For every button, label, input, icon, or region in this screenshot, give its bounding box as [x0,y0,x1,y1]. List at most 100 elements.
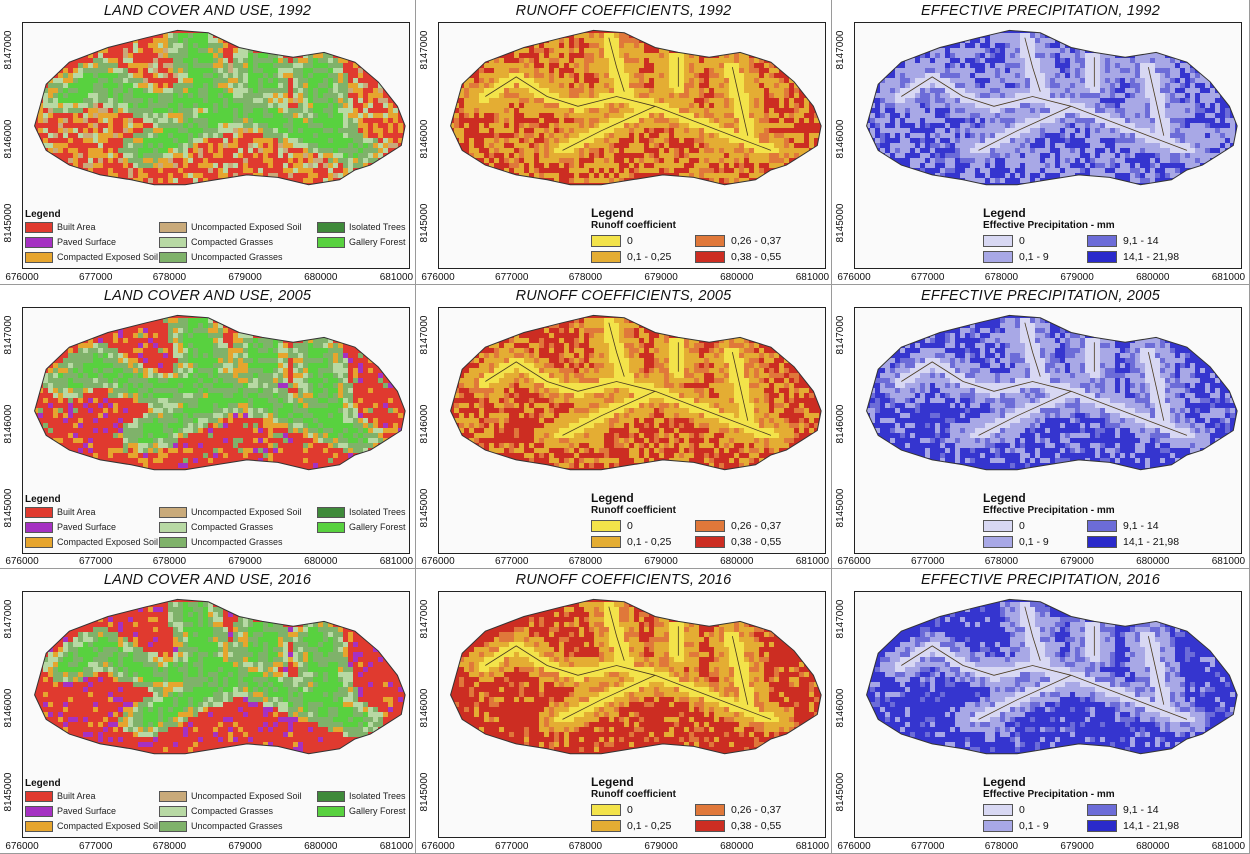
river-line [1147,67,1165,136]
x-tick-label: 679000 [1060,841,1094,852]
legend-subtitle: Runoff coefficient [591,789,676,800]
legend-item: 0 [983,519,1025,532]
legend-item: Gallery Forest [317,521,406,533]
legend-swatch [983,519,1013,532]
map-panel-landcover-2005: LAND COVER AND USE, 2005 Legend Built Area… [0,285,416,569]
map-frame: Legend Runoff coefficient 0 0,1 - 0,25 0,26 … [438,307,826,554]
legend-item: 14,1 - 21,98 [1087,819,1179,832]
river-line [901,76,1188,151]
legend-title: Legend [591,491,634,505]
x-tick-label: 676000 [837,841,871,852]
legend-swatch [591,803,621,816]
river-line [485,361,772,436]
y-tick-label: 8145000 [419,203,430,243]
legend-item: 0,1 - 0,25 [591,819,671,832]
legend-label: 0 [627,519,633,532]
legend-item: 9,1 - 14 [1087,803,1159,816]
x-tick-label: 681000 [1211,272,1246,283]
legend-swatch [317,805,345,817]
river-line [562,674,656,720]
panel-title: LAND COVER AND USE, 2005 [103,288,312,304]
legend-runoff: Legend Runoff coefficient 0 0,1 - 0,25 0,26 … [591,775,821,837]
legend-label: Uncompacted Exposed Soil [191,222,302,232]
x-tick-label: 677000 [911,556,945,567]
legend-swatch [983,803,1013,816]
map-panel-precip-2005: EFFECTIVE PRECIPITATION, 2005 Legend Effec… [832,285,1250,569]
x-tick-label: 676000 [421,556,455,567]
y-tick-label: 8147000 [419,315,430,355]
x-tick-label: 677000 [911,841,945,852]
legend-title: Legend [25,494,61,505]
x-tick-label: 676000 [5,556,39,567]
x-tick-label: 679000 [228,272,262,283]
legend-title: Legend [25,778,61,789]
river-line [731,636,749,705]
map-landcover [34,598,406,755]
legend-swatch [159,805,187,817]
basin-outline [34,314,406,471]
legend-item: Isolated Trees [317,221,406,233]
legend-swatch [25,820,53,832]
legend-label: 0,26 - 0,37 [731,234,782,247]
legend-subtitle: Runoff coefficient [591,220,676,231]
legend-item: Compacted Exposed Soil [25,820,158,832]
map-runoff [450,314,822,471]
map-panel-landcover-2016: LAND COVER AND USE, 2016 Legend Built Area… [0,569,416,854]
legend-item: 0,1 - 9 [983,250,1049,263]
legend-item: 0 [591,234,633,247]
river-line [608,606,625,661]
x-tick-label: 680000 [720,841,754,852]
legend-item: Paved Surface [25,805,116,817]
legend-item: 0,26 - 0,37 [695,803,781,816]
y-tick-label: 8147000 [3,599,14,639]
river-line [562,390,656,436]
river-line [731,352,749,421]
legend-swatch [159,536,187,548]
legend-runoff: Legend Runoff coefficient 0 0,1 - 0,25 0,26 … [591,206,821,268]
legend-item: Uncompacted Exposed Soil [159,221,302,233]
legend-swatch [983,819,1013,832]
y-tick-label: 8145000 [835,488,846,528]
x-tick-label: 677000 [911,272,945,283]
x-tick-label: 679000 [228,841,262,852]
legend-label: Gallery Forest [349,522,406,532]
legend-label: Paved Surface [57,522,117,532]
legend-swatch [25,251,53,263]
legend-title: Legend [983,775,1026,789]
x-tick-label: 677000 [79,272,113,283]
x-tick-label: 681000 [1211,556,1246,567]
x-tick-label: 681000 [795,556,830,567]
legend-label: 14,1 - 21,98 [1123,819,1180,832]
legend-item: 0,38 - 0,55 [695,250,781,263]
legend-label: 0,26 - 0,37 [731,803,782,816]
map-precip [866,598,1238,755]
basin-raster [450,599,822,754]
legend-label: Uncompacted Grasses [191,537,283,547]
legend-label: 0,1 - 9 [1019,250,1049,263]
legend-title: Legend [983,206,1026,220]
panel-title: LAND COVER AND USE, 1992 [103,3,312,19]
legend-swatch [983,250,1013,263]
legend-label: Compacted Grasses [191,806,274,816]
map-frame: Legend Runoff coefficient 0 0,1 - 0,25 0,26 … [438,22,826,269]
legend-label: Uncompacted Exposed Soil [191,507,302,517]
legend-item: Compacted Grasses [159,521,273,533]
legend-label: Compacted Grasses [191,522,274,532]
legend-swatch [159,221,187,233]
x-tick-label: 677000 [495,841,529,852]
legend-label: 0 [1019,803,1025,816]
legend-precip: Legend Effective Precipitation - mm 0 0,1 -… [983,206,1213,268]
x-tick-label: 679000 [228,556,262,567]
map-landcover [34,29,406,186]
legend-label: Compacted Exposed Soil [57,821,159,831]
legend-item: Built Area [25,790,96,802]
x-tick-label: 680000 [1136,556,1170,567]
map-frame: Legend Effective Precipitation - mm 0 0,1 -… [854,307,1242,554]
basin-outline [866,314,1238,471]
legend-subtitle: Effective Precipitation - mm [983,789,1115,800]
map-panel-landcover-1992: LAND COVER AND USE, 1992 Legend Built Area… [0,0,416,285]
y-tick-label: 8145000 [3,488,14,528]
x-tick-label: 679000 [1060,272,1094,283]
river-line [485,645,772,720]
legend-label: 0,38 - 0,55 [731,819,782,832]
